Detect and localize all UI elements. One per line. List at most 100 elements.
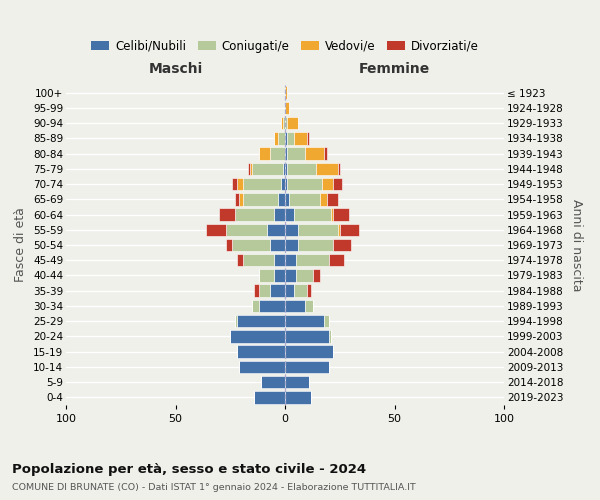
Bar <box>259 148 269 160</box>
Bar <box>278 193 285 205</box>
Bar <box>307 284 311 297</box>
Text: Maschi: Maschi <box>148 62 203 76</box>
Bar <box>274 208 285 221</box>
Bar <box>287 117 298 130</box>
Bar <box>307 132 309 144</box>
Legend: Celibi/Nubili, Coniugati/e, Vedovi/e, Divorziati/e: Celibi/Nubili, Coniugati/e, Vedovi/e, Di… <box>91 40 479 52</box>
Bar <box>325 148 326 160</box>
Bar <box>325 315 329 328</box>
Bar <box>254 284 259 297</box>
Bar <box>269 239 285 251</box>
Bar <box>285 269 296 281</box>
Bar <box>259 269 274 281</box>
Bar <box>316 162 338 175</box>
Bar <box>331 208 333 221</box>
Bar <box>259 300 285 312</box>
Bar <box>244 193 278 205</box>
Bar <box>285 148 287 160</box>
Bar <box>285 239 298 251</box>
Bar <box>285 330 329 342</box>
Y-axis label: Fasce di età: Fasce di età <box>14 208 28 282</box>
Bar <box>285 193 289 205</box>
Bar <box>274 269 285 281</box>
Bar <box>285 178 287 190</box>
Bar <box>235 315 237 328</box>
Bar <box>206 224 226 236</box>
Bar <box>248 162 250 175</box>
Bar <box>294 132 307 144</box>
Text: COMUNE DI BRUNATE (CO) - Dati ISTAT 1° gennaio 2024 - Elaborazione TUTTITALIA.IT: COMUNE DI BRUNATE (CO) - Dati ISTAT 1° g… <box>12 484 416 492</box>
Bar <box>305 148 325 160</box>
Bar <box>333 239 350 251</box>
Bar <box>283 162 285 175</box>
Bar <box>287 178 322 190</box>
Bar <box>285 284 294 297</box>
Bar <box>285 376 309 388</box>
Bar <box>296 254 329 266</box>
Bar <box>230 330 285 342</box>
Bar <box>285 315 325 328</box>
Bar <box>322 178 333 190</box>
Bar <box>285 254 296 266</box>
Bar <box>287 132 294 144</box>
Bar <box>298 224 338 236</box>
Bar <box>237 254 244 266</box>
Bar <box>294 284 307 297</box>
Bar <box>268 224 285 236</box>
Bar <box>252 162 283 175</box>
Bar <box>274 132 278 144</box>
Bar <box>305 300 313 312</box>
Bar <box>285 86 287 99</box>
Text: Femmine: Femmine <box>359 62 430 76</box>
Bar <box>287 162 316 175</box>
Bar <box>239 193 244 205</box>
Bar <box>281 117 283 130</box>
Bar <box>239 360 285 373</box>
Bar <box>285 224 298 236</box>
Bar <box>226 239 232 251</box>
Bar <box>274 254 285 266</box>
Bar <box>235 208 274 221</box>
Text: Popolazione per età, sesso e stato civile - 2024: Popolazione per età, sesso e stato civil… <box>12 462 366 475</box>
Bar <box>269 148 285 160</box>
Bar <box>281 178 285 190</box>
Bar <box>298 239 333 251</box>
Bar <box>340 224 359 236</box>
Bar <box>285 208 294 221</box>
Bar <box>285 102 289 114</box>
Bar <box>254 391 285 404</box>
Bar <box>232 178 237 190</box>
Bar <box>338 224 340 236</box>
Bar <box>333 208 349 221</box>
Bar <box>333 178 342 190</box>
Bar <box>283 117 285 130</box>
Bar <box>269 284 285 297</box>
Bar <box>296 269 313 281</box>
Bar <box>285 300 305 312</box>
Bar <box>232 239 269 251</box>
Bar <box>252 300 259 312</box>
Bar <box>250 162 252 175</box>
Bar <box>226 224 268 236</box>
Bar <box>329 330 331 342</box>
Bar <box>261 376 285 388</box>
Bar <box>313 269 320 281</box>
Bar <box>237 346 285 358</box>
Bar <box>220 208 235 221</box>
Bar <box>287 148 305 160</box>
Bar <box>237 315 285 328</box>
Bar <box>278 132 285 144</box>
Bar <box>285 132 287 144</box>
Y-axis label: Anni di nascita: Anni di nascita <box>570 198 583 291</box>
Bar <box>326 193 338 205</box>
Bar <box>285 391 311 404</box>
Bar <box>320 193 326 205</box>
Bar <box>285 346 333 358</box>
Bar <box>237 178 244 190</box>
Bar <box>329 254 344 266</box>
Bar <box>285 117 287 130</box>
Bar <box>338 162 340 175</box>
Bar <box>285 162 287 175</box>
Bar <box>244 254 274 266</box>
Bar <box>294 208 331 221</box>
